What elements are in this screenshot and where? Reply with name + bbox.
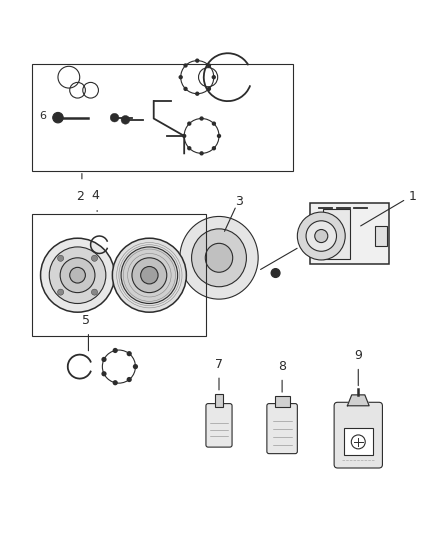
Circle shape [207,63,211,68]
Circle shape [207,87,211,91]
Circle shape [127,351,132,356]
Circle shape [212,146,216,150]
Circle shape [212,122,216,126]
Ellipse shape [205,244,233,272]
Circle shape [212,75,216,79]
Circle shape [113,238,186,312]
Circle shape [70,268,85,283]
Circle shape [195,92,199,96]
Circle shape [187,122,191,126]
FancyBboxPatch shape [375,227,388,246]
Circle shape [199,151,204,156]
Circle shape [101,371,106,376]
Circle shape [217,134,221,138]
Circle shape [113,348,118,353]
Circle shape [195,59,199,63]
Text: 3: 3 [235,195,243,208]
Circle shape [57,255,64,261]
FancyBboxPatch shape [334,402,382,468]
Circle shape [271,269,280,277]
Text: 4: 4 [91,189,99,202]
Circle shape [110,114,119,122]
Circle shape [182,134,186,138]
Circle shape [121,247,178,303]
Ellipse shape [180,216,258,299]
FancyBboxPatch shape [275,396,290,407]
Polygon shape [347,395,369,406]
Circle shape [41,238,115,312]
Circle shape [121,116,130,124]
Circle shape [53,112,63,123]
Circle shape [297,212,345,260]
Text: 2: 2 [76,190,84,203]
FancyBboxPatch shape [215,394,223,407]
Circle shape [141,266,158,284]
Ellipse shape [191,229,247,287]
FancyBboxPatch shape [322,209,350,259]
Circle shape [60,258,95,293]
FancyBboxPatch shape [311,204,389,264]
Circle shape [187,146,191,150]
FancyBboxPatch shape [267,403,297,454]
Text: 6: 6 [39,111,46,122]
Circle shape [49,247,106,303]
Circle shape [101,357,106,362]
Circle shape [184,63,188,68]
Circle shape [199,116,204,120]
Circle shape [127,377,132,382]
Circle shape [306,221,336,251]
Text: 5: 5 [82,314,90,327]
Circle shape [184,87,188,91]
Text: 1: 1 [408,190,416,204]
Circle shape [179,75,183,79]
Circle shape [57,289,64,295]
Circle shape [132,258,167,293]
Text: 8: 8 [278,360,286,373]
Circle shape [113,380,118,385]
Circle shape [92,289,98,295]
FancyBboxPatch shape [206,403,232,447]
Circle shape [133,364,138,369]
FancyBboxPatch shape [344,429,373,455]
Text: 7: 7 [215,358,223,371]
Circle shape [92,255,98,261]
Circle shape [315,230,328,243]
Text: 9: 9 [354,349,362,362]
